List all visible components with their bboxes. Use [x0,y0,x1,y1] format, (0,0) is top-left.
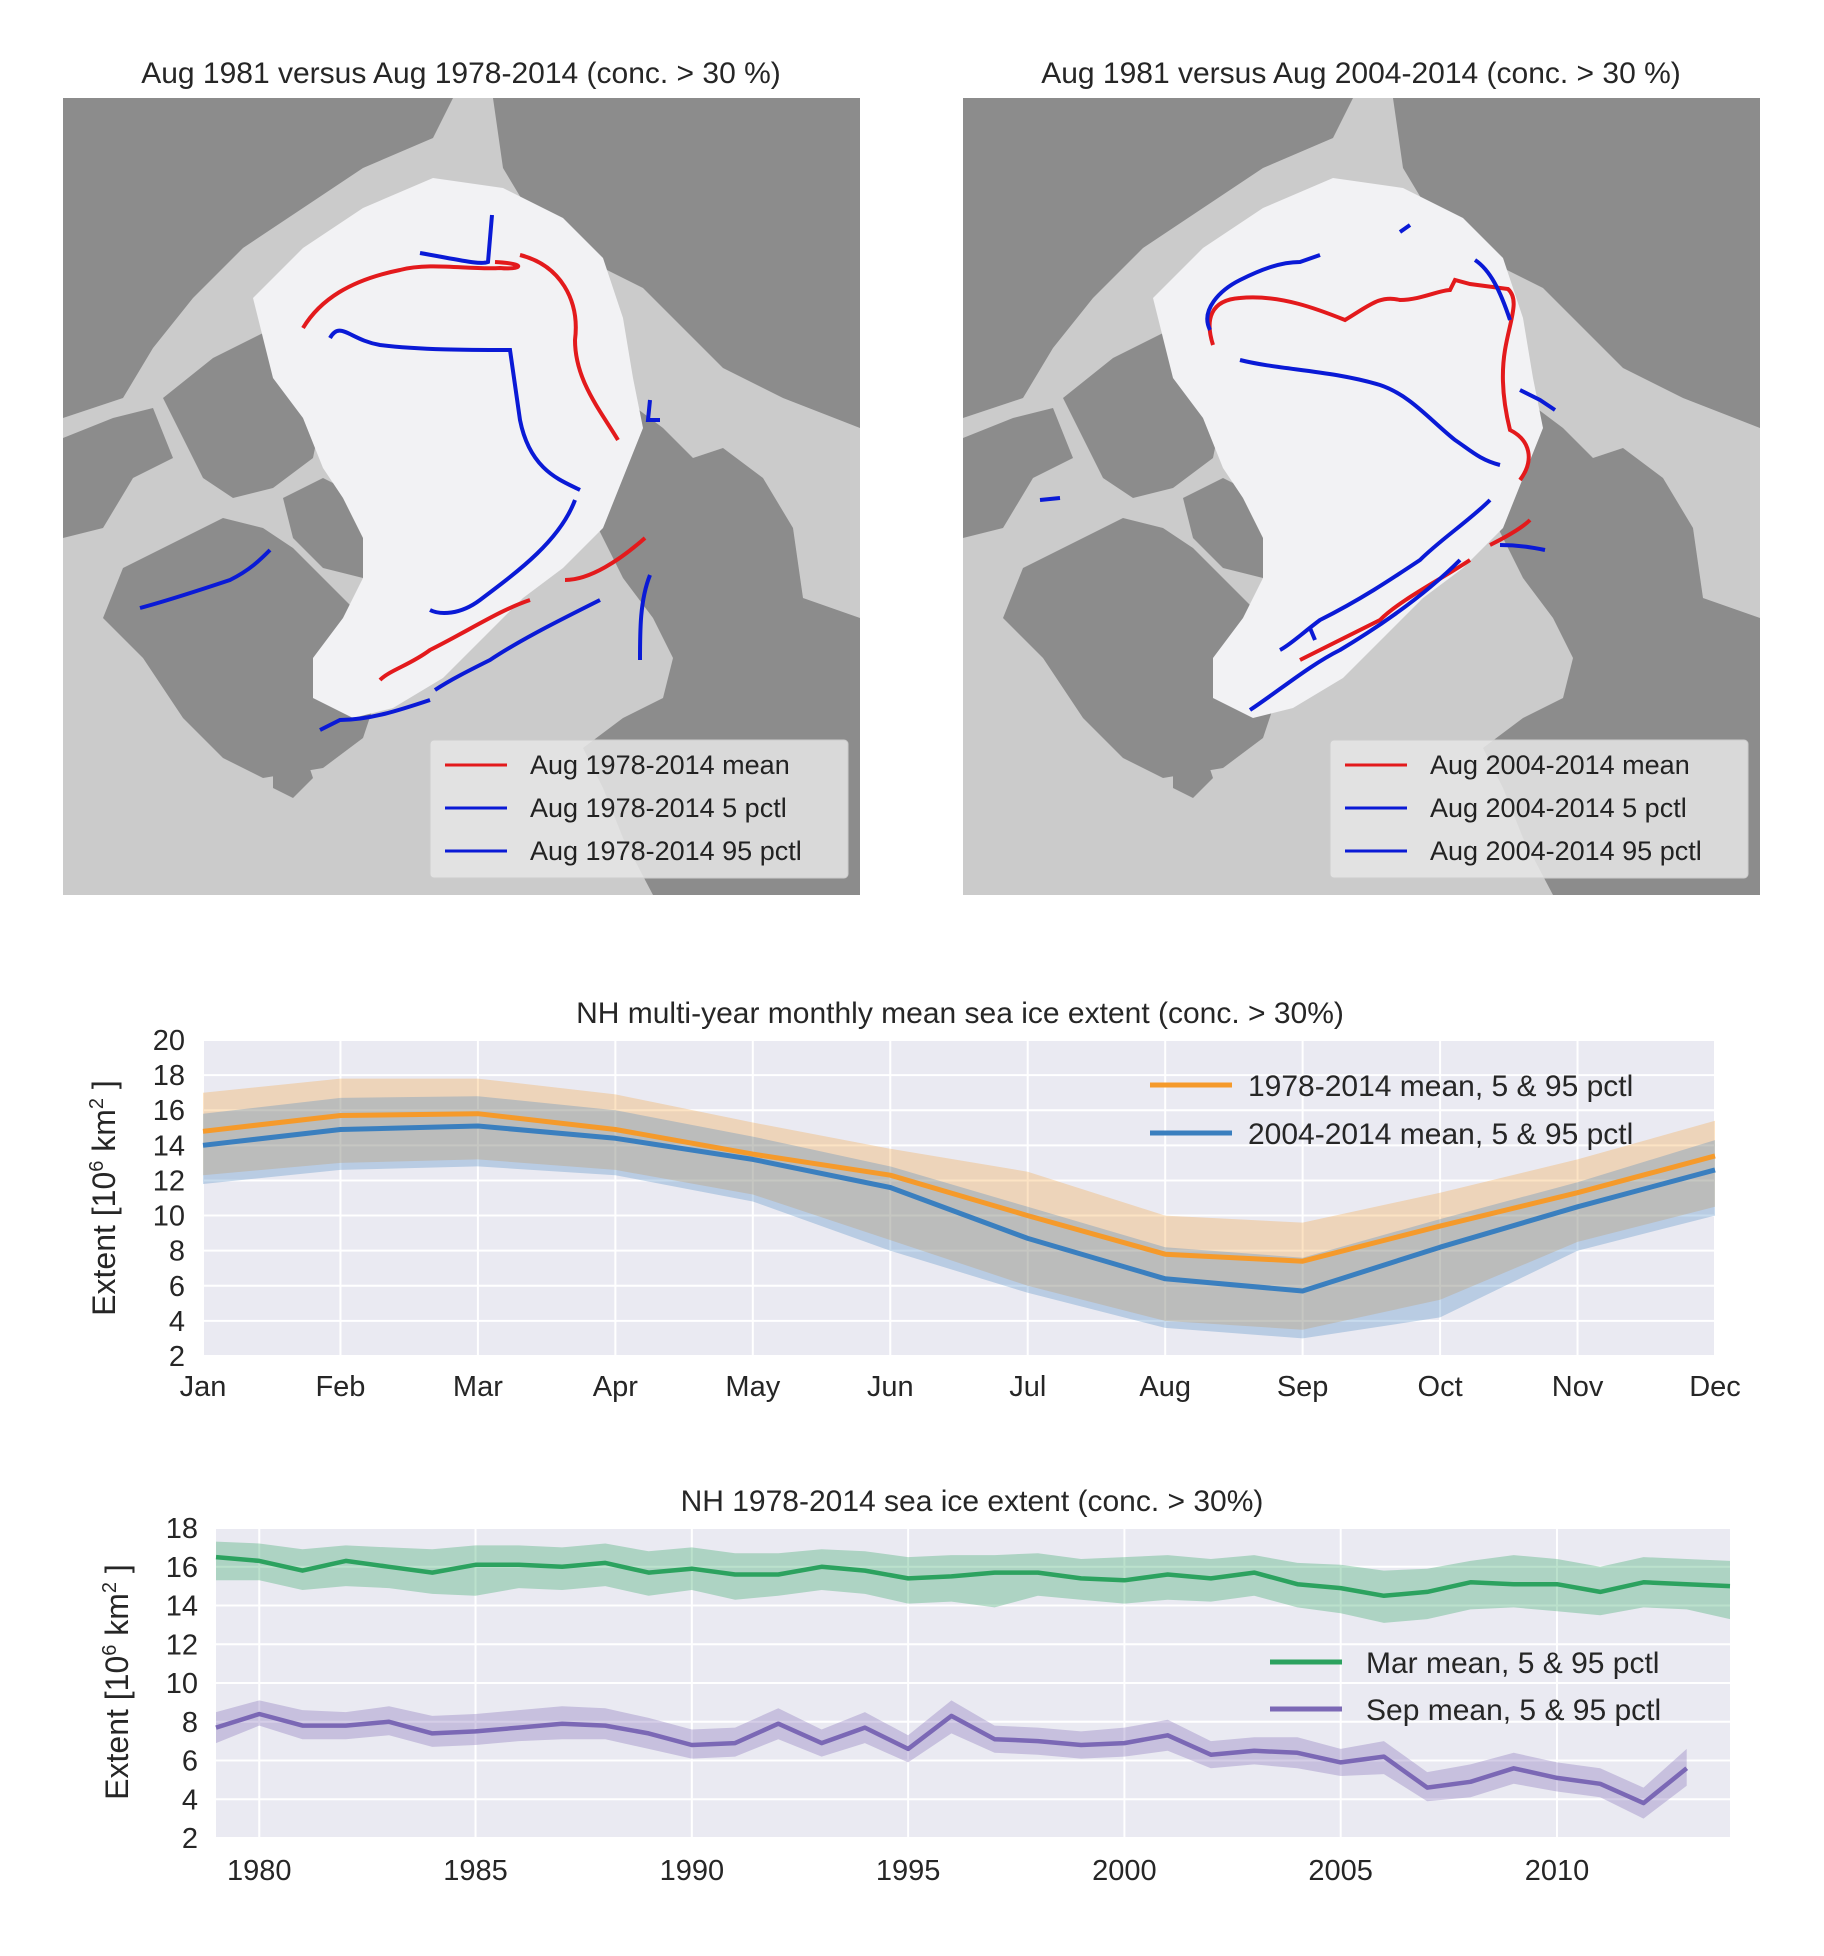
monthly-xtick-label: Mar [453,1371,503,1403]
annual-mean-line-0 [215,1554,1731,1599]
annual-xtick-label: 2005 [1308,1855,1373,1887]
monthly-xtick-label: Jul [1009,1371,1046,1403]
monthly-ytick-label: 6 [169,1271,185,1303]
monthly-chart-legend: 1978-2014 mean, 5 & 95 pctl 2004-2014 me… [1150,1070,1633,1151]
annual-ytick-label: 16 [166,1552,198,1584]
annual-ytick-label: 4 [182,1784,198,1816]
annual-chart-yticks: 2 4 6 8 10 12 14 16 18 [166,1513,198,1855]
annual-chart-lines [215,1554,1731,1806]
monthly-xtick-label: Jun [867,1371,914,1403]
monthly-xtick-label: Sep [1277,1371,1329,1403]
map-legend-left-item-mean: Aug 1978-2014 mean [530,750,790,780]
monthly-chart: NH multi-year monthly mean sea ice exten… [86,997,1741,1403]
map-panel-left: Aug 1981 versus Aug 1978-2014 (conc. > 3… [63,57,860,895]
annual-chart-xticks: 1980 1985 1990 1995 2000 2005 2010 [227,1855,1589,1887]
monthly-xtick-label: Jan [180,1371,227,1403]
monthly-xtick-label: Feb [315,1371,365,1403]
map-legend-right: Aug 2004-2014 mean Aug 2004-2014 5 pctl … [1329,739,1749,879]
monthly-ytick-label: 20 [153,1025,185,1057]
annual-xtick-label: 2010 [1525,1855,1590,1887]
map-edge-lines-right [1039,223,1557,712]
annual-chart: NH 1978-2014 sea ice extent (conc. > 30%… [99,1485,1731,1887]
annual-legend-item-mar: Mar mean, 5 & 95 pctl [1366,1647,1659,1680]
map-legend-right-item-p5: Aug 2004-2014 5 pctl [1430,793,1687,823]
monthly-chart-lines [202,1111,1716,1294]
map-edge-lines-left [139,214,660,732]
monthly-legend-item-1978: 1978-2014 mean, 5 & 95 pctl [1248,1070,1633,1103]
monthly-band-0 [203,1078,1715,1330]
monthly-chart-grid [202,1039,1716,1357]
monthly-xtick-label: Aug [1139,1371,1191,1403]
annual-xtick-label: 1995 [876,1855,941,1887]
monthly-ytick-label: 18 [153,1060,185,1092]
annual-xtick-label: 2000 [1092,1855,1157,1887]
annual-chart-legend: Mar mean, 5 & 95 pctl Sep mean, 5 & 95 p… [1270,1647,1661,1727]
monthly-xtick-label: Apr [593,1371,638,1403]
map-legend-left: Aug 1978-2014 mean Aug 1978-2014 5 pctl … [429,739,849,879]
monthly-ytick-label: 14 [153,1130,185,1162]
monthly-mean-line-0 [202,1111,1716,1264]
annual-ytick-label: 18 [166,1513,198,1545]
annual-xtick-label: 1980 [227,1855,292,1887]
annual-ytick-label: 10 [166,1668,198,1700]
annual-chart-title: NH 1978-2014 sea ice extent (conc. > 30%… [681,1485,1264,1518]
monthly-chart-ylabel: Extent [106 km2 ] [86,1080,122,1316]
monthly-chart-xticks: Jan Feb Mar Apr May Jun Jul Aug Sep Oct Nov Dec [180,1371,1741,1403]
annual-ytick-label: 14 [166,1591,198,1623]
monthly-xtick-label: May [725,1371,780,1403]
annual-ytick-label: 12 [166,1629,198,1661]
monthly-ytick-label: 8 [169,1236,185,1268]
annual-chart-ylabel: Extent [106 km2 ] [99,1564,135,1800]
monthly-xtick-label: Oct [1418,1371,1463,1403]
monthly-ytick-label: 2 [169,1341,185,1373]
map-legend-left-item-p5: Aug 1978-2014 5 pctl [530,793,787,823]
map-legend-left-item-p95: Aug 1978-2014 95 pctl [530,836,802,866]
map-title-left: Aug 1981 versus Aug 1978-2014 (conc. > 3… [141,57,781,90]
annual-ytick-label: 8 [182,1707,198,1739]
annual-ytick-label: 6 [182,1746,198,1778]
monthly-ytick-label: 4 [169,1306,185,1338]
map-panel-right: Aug 1981 versus Aug 2004-2014 (conc. > 3… [963,57,1760,895]
monthly-ytick-label: 10 [153,1201,185,1233]
monthly-ytick-label: 16 [153,1095,185,1127]
annual-band-1 [216,1700,1687,1819]
annual-xtick-label: 1990 [660,1855,725,1887]
annual-xtick-label: 1985 [443,1855,508,1887]
annual-legend-item-sep: Sep mean, 5 & 95 pctl [1366,1694,1661,1727]
monthly-chart-title: NH multi-year monthly mean sea ice exten… [576,997,1344,1030]
monthly-legend-item-2004: 2004-2014 mean, 5 & 95 pctl [1248,1118,1633,1151]
map-legend-right-item-mean: Aug 2004-2014 mean [1430,750,1690,780]
annual-mean-line-1 [215,1711,1689,1806]
monthly-mean-line-1 [202,1123,1716,1294]
annual-ytick-label: 2 [182,1823,198,1855]
monthly-xtick-label: Dec [1689,1371,1741,1403]
monthly-xtick-label: Nov [1552,1371,1604,1403]
monthly-ytick-label: 12 [153,1165,185,1197]
map-legend-right-item-p95: Aug 2004-2014 95 pctl [1430,836,1702,866]
map-title-right: Aug 1981 versus Aug 2004-2014 (conc. > 3… [1041,57,1681,90]
